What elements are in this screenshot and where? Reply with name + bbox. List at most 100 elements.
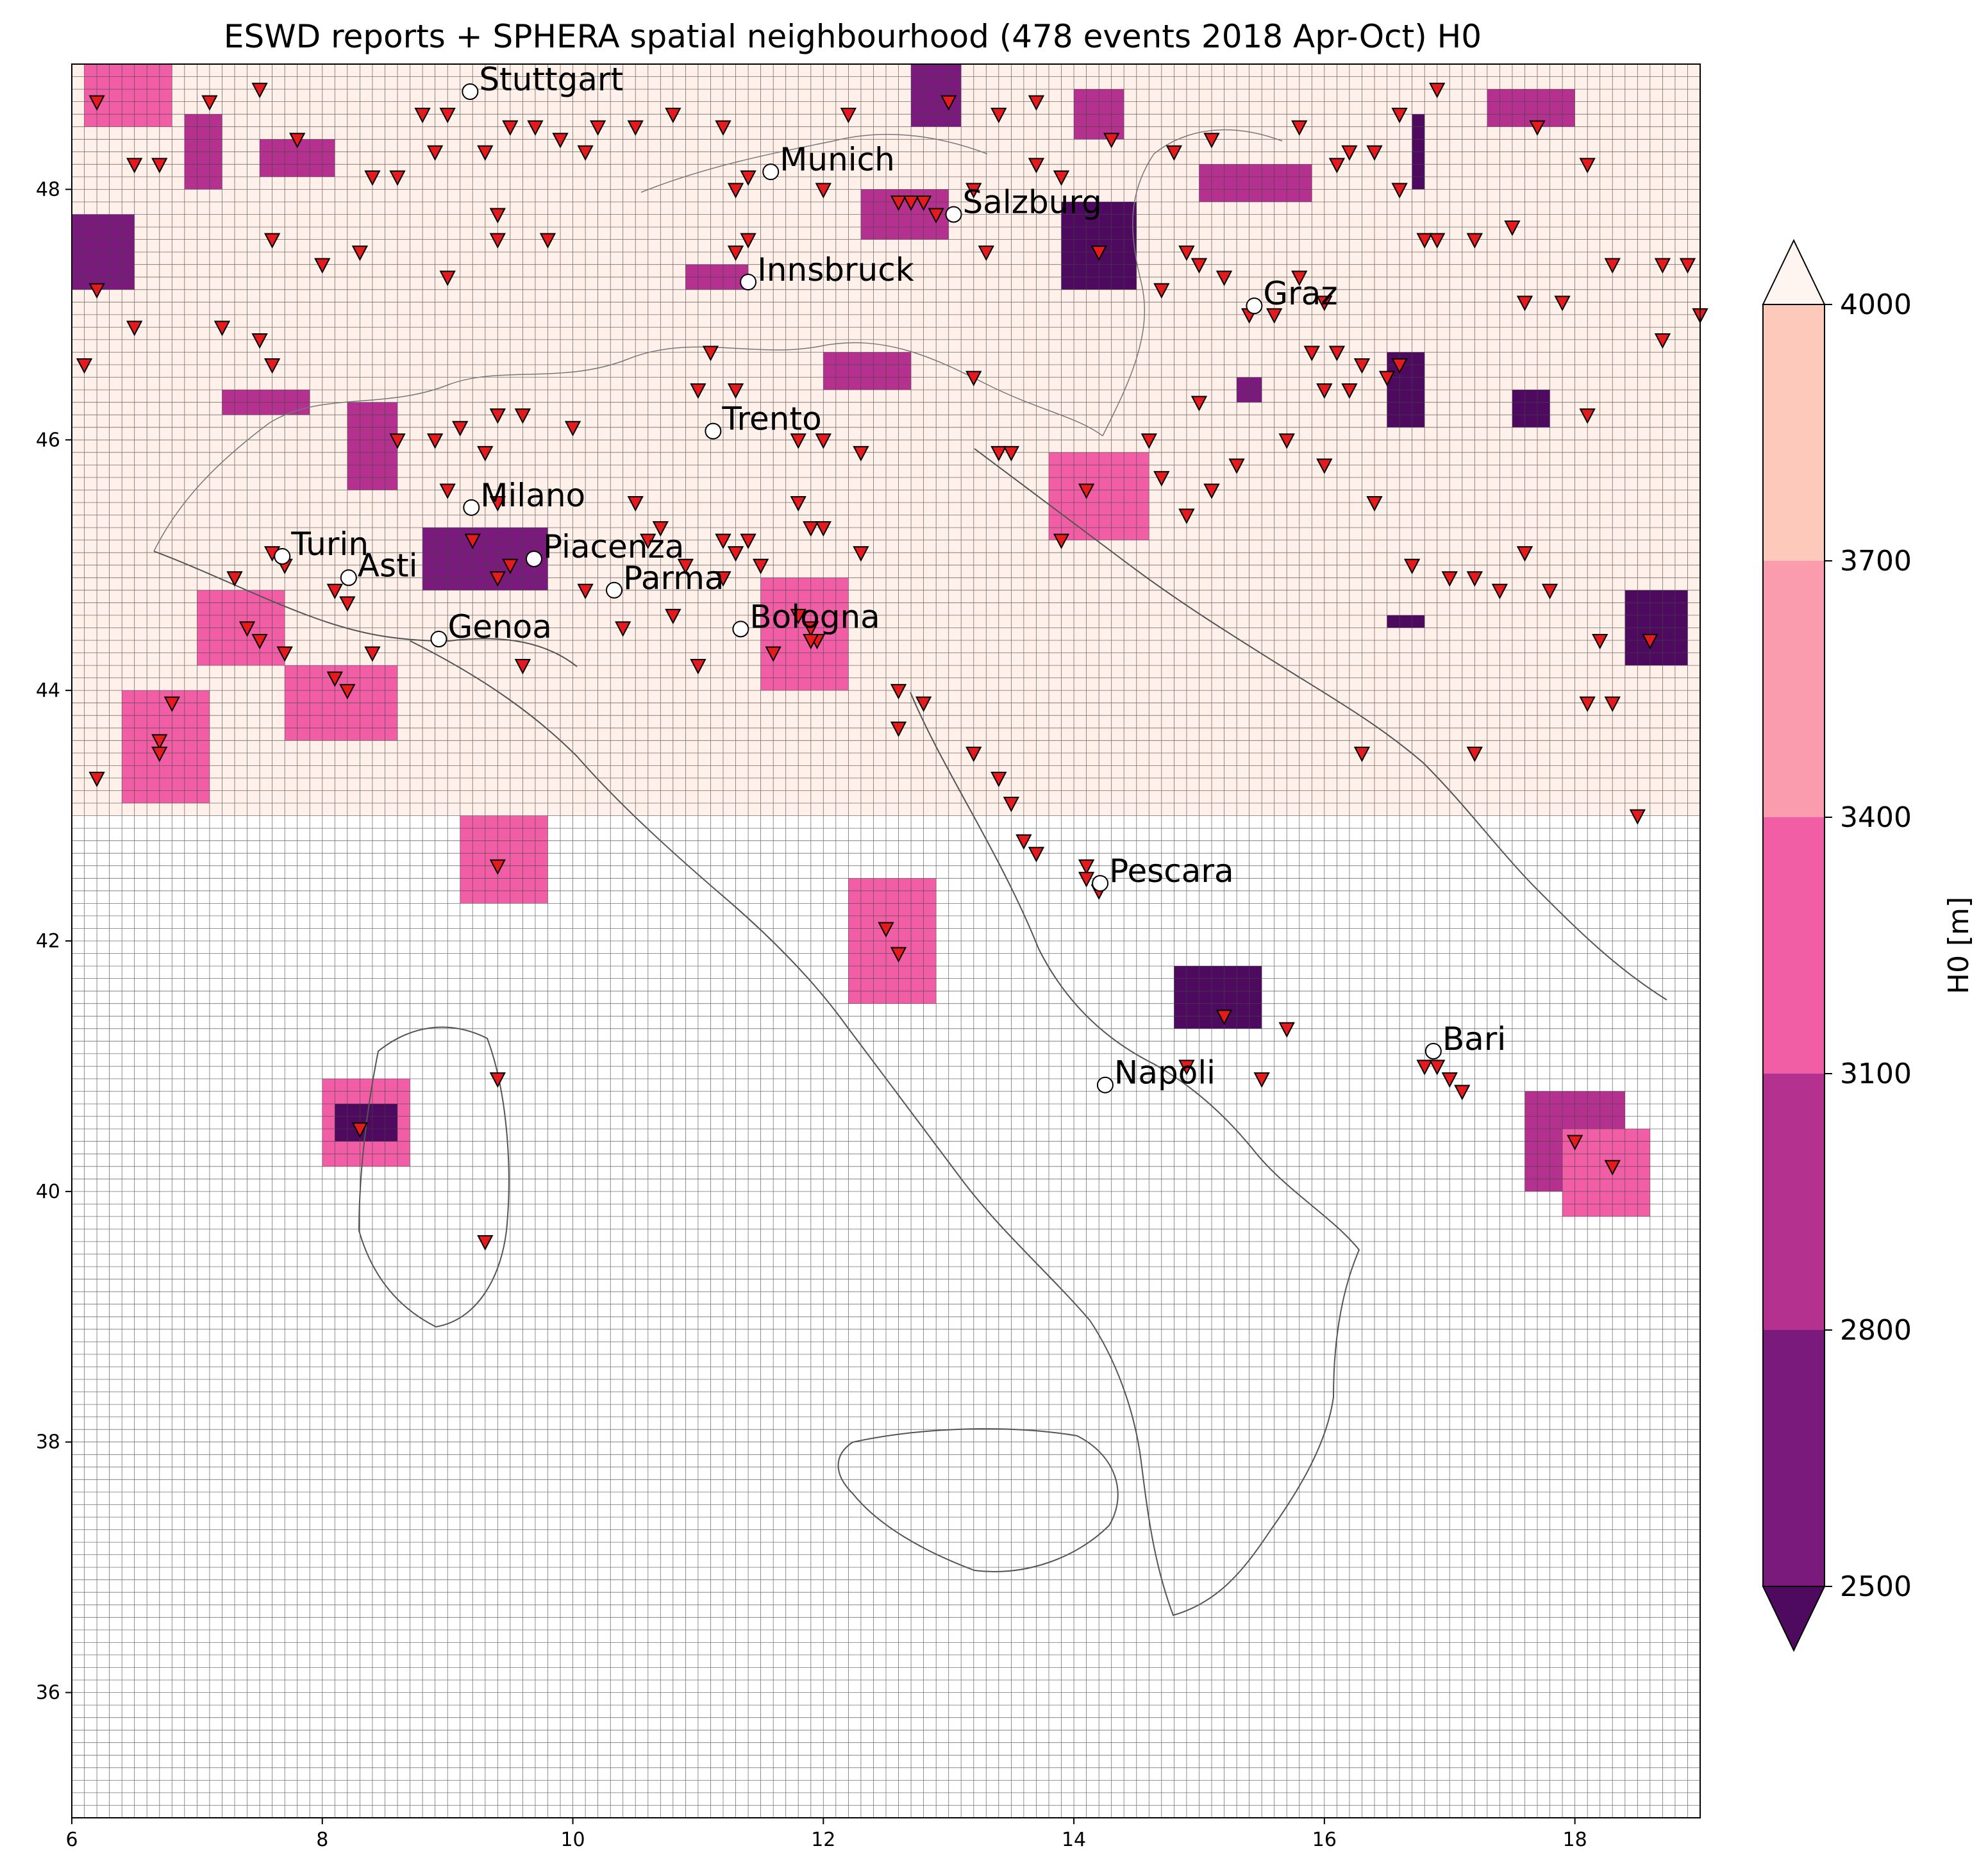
eswd-event-marker [1579, 408, 1596, 424]
eswd-event-marker [1178, 508, 1195, 524]
eswd-event-marker [151, 746, 168, 763]
eswd-event-marker [1466, 571, 1483, 587]
eswd-event-marker [489, 1072, 506, 1088]
eswd-event-marker [1466, 233, 1483, 249]
eswd-event-marker [489, 859, 506, 875]
eswd-event-marker [577, 583, 594, 599]
city-label: Salzburg [963, 184, 1102, 221]
x-tick-label: 14 [1062, 1829, 1086, 1851]
eswd-event-marker [88, 95, 105, 111]
eswd-event-marker [502, 558, 519, 574]
eswd-event-marker [226, 571, 243, 587]
eswd-event-marker [577, 145, 594, 161]
eswd-event-marker [339, 596, 356, 612]
eswd-event-marker [1466, 746, 1483, 763]
city-label: Napoli [1114, 1054, 1215, 1092]
eswd-event-marker [489, 571, 506, 587]
eswd-event-marker [1078, 483, 1095, 499]
eswd-event-marker [890, 947, 907, 963]
eswd-event-marker [1053, 170, 1070, 187]
eswd-event-marker [1441, 1072, 1458, 1088]
colorbar-segment [1763, 561, 1825, 817]
eswd-event-marker [652, 521, 669, 537]
eswd-event-marker [915, 696, 932, 712]
city-marker [274, 548, 291, 565]
eswd-event-marker [690, 659, 706, 675]
h0-patch [823, 352, 912, 390]
eswd-event-marker [715, 120, 731, 136]
eswd-event-marker [326, 671, 343, 687]
city-marker [740, 274, 757, 291]
eswd-event-marker [151, 734, 168, 750]
eswd-event-marker [1328, 345, 1346, 362]
eswd-event-marker [502, 120, 519, 136]
axes: 6 8 10 12 14 16 18 36 38 40 42 44 46 48 [36, 178, 1587, 1851]
eswd-event-marker [201, 95, 218, 111]
eswd-event-marker [815, 433, 831, 449]
city-marker [1096, 1076, 1114, 1093]
eswd-event-marker [1303, 345, 1320, 362]
y-tick-label: 40 [36, 1181, 60, 1203]
eswd-event-marker [552, 133, 569, 149]
eswd-event-marker [1228, 458, 1245, 474]
eswd-event-marker [489, 496, 506, 512]
city-label: Asti [358, 547, 418, 584]
eswd-event-marker [740, 533, 756, 549]
y-tick-label: 36 [36, 1682, 60, 1704]
eswd-event-marker [1266, 308, 1283, 324]
eswd-event-marker [1215, 1010, 1233, 1026]
eswd-event-marker [314, 258, 331, 274]
eswd-event-marker [251, 333, 268, 349]
eswd-event-marker [752, 558, 769, 574]
eswd-event-marker [564, 420, 581, 437]
coastline-sardinia [358, 1026, 510, 1328]
eswd-event-marker [452, 420, 469, 437]
city-label: Milano [480, 477, 585, 514]
colorbar-tick-label: 2500 [1840, 1570, 1912, 1603]
eswd-event-marker [1516, 546, 1533, 562]
colorbar-under-extend [1762, 1586, 1826, 1652]
eswd-event-marker [965, 370, 982, 387]
city-marker [463, 499, 480, 516]
eswd-event-marker [251, 633, 268, 650]
eswd-event-marker [1203, 483, 1220, 499]
eswd-event-marker [1028, 95, 1045, 111]
eswd-event-marker [1215, 270, 1233, 287]
colorbar-label: H0 [m] [1942, 897, 1975, 994]
eswd-event-marker [790, 608, 806, 625]
y-tick-label: 46 [36, 429, 60, 451]
colorbar-frame [1762, 304, 1825, 1587]
eswd-event-marker [289, 133, 306, 149]
eswd-event-marker [803, 621, 819, 637]
eswd-event-marker [727, 183, 744, 199]
eswd-event-marker [364, 170, 381, 187]
eswd-event-marker [665, 608, 681, 625]
colorbar-tick-label: 3100 [1840, 1058, 1912, 1090]
eswd-event-marker [1165, 145, 1183, 161]
coastline-sicily [837, 1428, 1119, 1572]
eswd-event-marker [990, 445, 1007, 462]
eswd-event-marker [940, 95, 957, 111]
colorbar-segment [1763, 1074, 1825, 1330]
city-marker [340, 569, 357, 586]
coastline-italy-peninsula [410, 640, 1360, 1617]
eswd-event-marker [1316, 383, 1333, 399]
city-label: Innsbruck [757, 251, 914, 288]
eswd-event-marker [426, 433, 444, 449]
eswd-event-marker [803, 633, 819, 650]
city-marker [1424, 1042, 1442, 1060]
eswd-event-marker [1403, 558, 1421, 574]
eswd-event-marker [439, 270, 456, 287]
eswd-event-marker [527, 120, 544, 136]
eswd-event-marker [351, 245, 369, 262]
eswd-event-marker [640, 533, 656, 549]
coastline-adriatic-east [974, 448, 1667, 1001]
eswd-event-marker [76, 358, 93, 374]
eswd-event-marker [1028, 158, 1045, 174]
city-label: Trento [721, 401, 821, 438]
city-label: Parma [623, 560, 724, 597]
eswd-event-marker [1592, 633, 1608, 650]
eswd-event-marker [1253, 1072, 1270, 1088]
eswd-event-marker [627, 496, 644, 512]
